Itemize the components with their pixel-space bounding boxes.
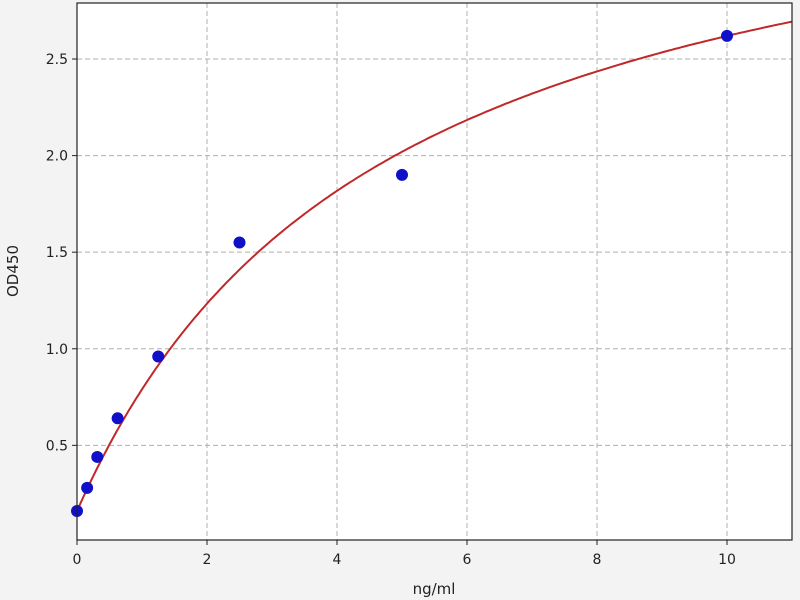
plot-frame (76, 2, 793, 541)
x-tick: 10 (718, 540, 736, 568)
y-tick-label: 1.5 (46, 245, 68, 261)
x-tick-label: 6 (463, 552, 472, 568)
x-tick-label: 2 (203, 552, 212, 568)
x-tick: 4 (333, 540, 342, 568)
x-tick: 2 (203, 540, 212, 568)
y-tick: 1.0 (46, 342, 77, 358)
y-tick-label: 0.5 (46, 438, 68, 454)
y-tick: 2.5 (46, 52, 77, 68)
x-tick-label: 10 (718, 552, 736, 568)
y-tick-label: 2.5 (46, 52, 68, 68)
y-tick: 1.5 (46, 245, 77, 261)
data-point (396, 168, 408, 181)
plot-area (77, 3, 792, 540)
fit-curve (76, 20, 793, 512)
data-point (721, 29, 733, 42)
x-tick: 6 (463, 540, 472, 568)
data-points (71, 29, 733, 518)
y-axis: 0.5 1.0 1.5 2.0 2.5 (46, 52, 77, 454)
y-tick: 2.0 (46, 149, 77, 165)
x-tick: 8 (593, 540, 602, 568)
x-tick-label: 8 (593, 552, 602, 568)
x-axis: 0 2 4 6 8 10 (73, 540, 736, 568)
data-point (91, 450, 104, 463)
grid (77, 3, 792, 540)
y-tick-label: 2.0 (46, 149, 68, 165)
data-point (233, 236, 246, 249)
data-point (152, 350, 165, 363)
x-tick-label: 4 (333, 552, 342, 568)
y-axis-label: OD450 (4, 245, 22, 297)
data-point (81, 481, 94, 494)
data-point (111, 412, 124, 425)
x-tick-label: 0 (73, 552, 82, 568)
y-tick: 0.5 (46, 438, 77, 454)
x-axis-label: ng/ml (413, 580, 456, 598)
x-tick: 0 (73, 540, 82, 568)
y-tick-label: 1.0 (46, 342, 68, 358)
